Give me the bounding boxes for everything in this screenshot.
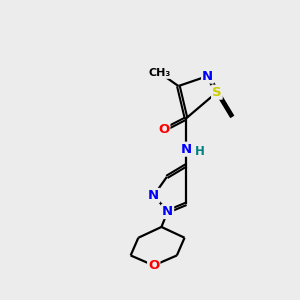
Text: N: N xyxy=(162,205,173,218)
Text: N: N xyxy=(181,143,192,156)
Text: N: N xyxy=(148,189,159,202)
Text: S: S xyxy=(212,86,222,99)
Text: CH₃: CH₃ xyxy=(149,68,171,78)
Text: H: H xyxy=(195,145,205,158)
Text: N: N xyxy=(202,70,213,83)
Text: O: O xyxy=(158,123,169,136)
Text: O: O xyxy=(148,259,159,272)
